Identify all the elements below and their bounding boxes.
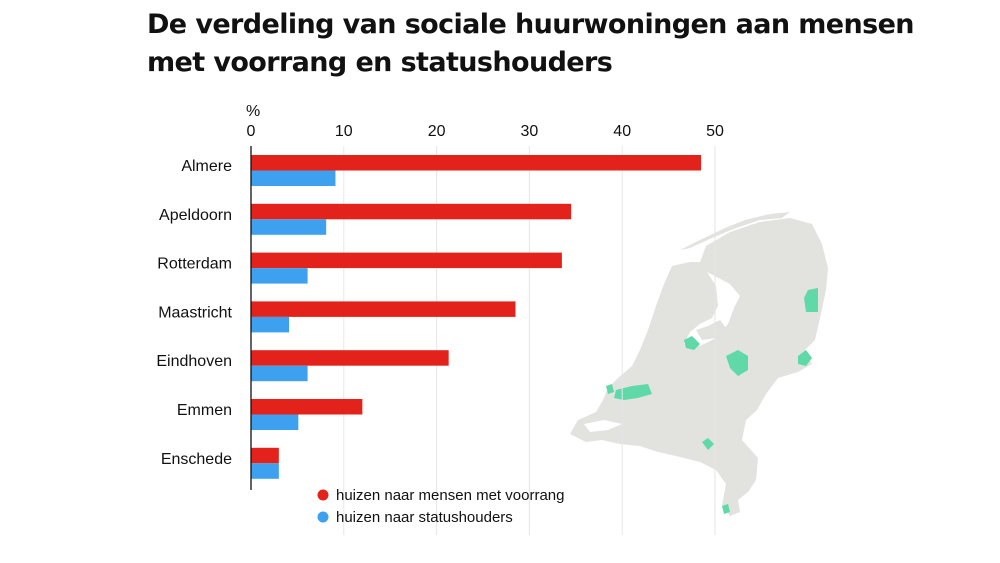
category-label: Enschede bbox=[161, 451, 232, 468]
legend-item-priority: huizen naar mensen met voorrang bbox=[317, 487, 564, 504]
legend-item-status-holders: huizen naar statushouders bbox=[317, 509, 513, 526]
category-label: Maastricht bbox=[158, 304, 232, 321]
x-tick-label: 10 bbox=[335, 123, 353, 140]
bar-status-holders bbox=[251, 316, 290, 333]
legend: huizen naar mensen met voorrang huizen n… bbox=[317, 487, 564, 526]
x-tick-label: 0 bbox=[247, 123, 256, 140]
bar-priority bbox=[251, 252, 562, 269]
bar-status-holders bbox=[251, 414, 299, 430]
bar-priority bbox=[251, 447, 279, 464]
bar-priority bbox=[251, 155, 702, 171]
category-label: Almere bbox=[181, 158, 232, 175]
bar-priority bbox=[251, 301, 516, 317]
bar-status-holders bbox=[251, 268, 308, 284]
category-label: Apeldoorn bbox=[159, 207, 232, 224]
category-label: Emmen bbox=[177, 402, 232, 419]
unit-label: % bbox=[246, 103, 260, 120]
x-tick-label: 30 bbox=[521, 123, 539, 140]
bar-priority bbox=[251, 203, 572, 220]
bar-status-holders bbox=[251, 463, 279, 479]
x-axis-ticks: 0 10 20 30 40 50 bbox=[247, 123, 724, 140]
bar-status-holders bbox=[251, 365, 308, 382]
legend-label-priority: huizen naar mensen met voorrang bbox=[336, 487, 564, 504]
bar-status-holders bbox=[251, 170, 336, 186]
x-tick-label: 50 bbox=[706, 123, 724, 140]
chart-title: De verdeling van sociale huurwoningen aa… bbox=[147, 9, 915, 78]
x-tick-label: 20 bbox=[428, 123, 446, 140]
legend-swatch-status-holders bbox=[317, 511, 329, 523]
legend-label-status-holders: huizen naar statushouders bbox=[336, 509, 513, 526]
bars bbox=[251, 155, 702, 479]
bar-status-holders bbox=[251, 219, 327, 235]
category-label: Eindhoven bbox=[156, 353, 232, 370]
category-label: Rotterdam bbox=[157, 256, 232, 273]
bar-priority bbox=[251, 399, 363, 415]
x-tick-label: 40 bbox=[613, 123, 631, 140]
bar-priority bbox=[251, 350, 449, 366]
netherlands-map-icon bbox=[570, 212, 828, 516]
legend-swatch-priority bbox=[317, 489, 329, 501]
category-labels: Almere Apeldoorn Rotterdam Maastricht Eindho… bbox=[156, 158, 232, 468]
